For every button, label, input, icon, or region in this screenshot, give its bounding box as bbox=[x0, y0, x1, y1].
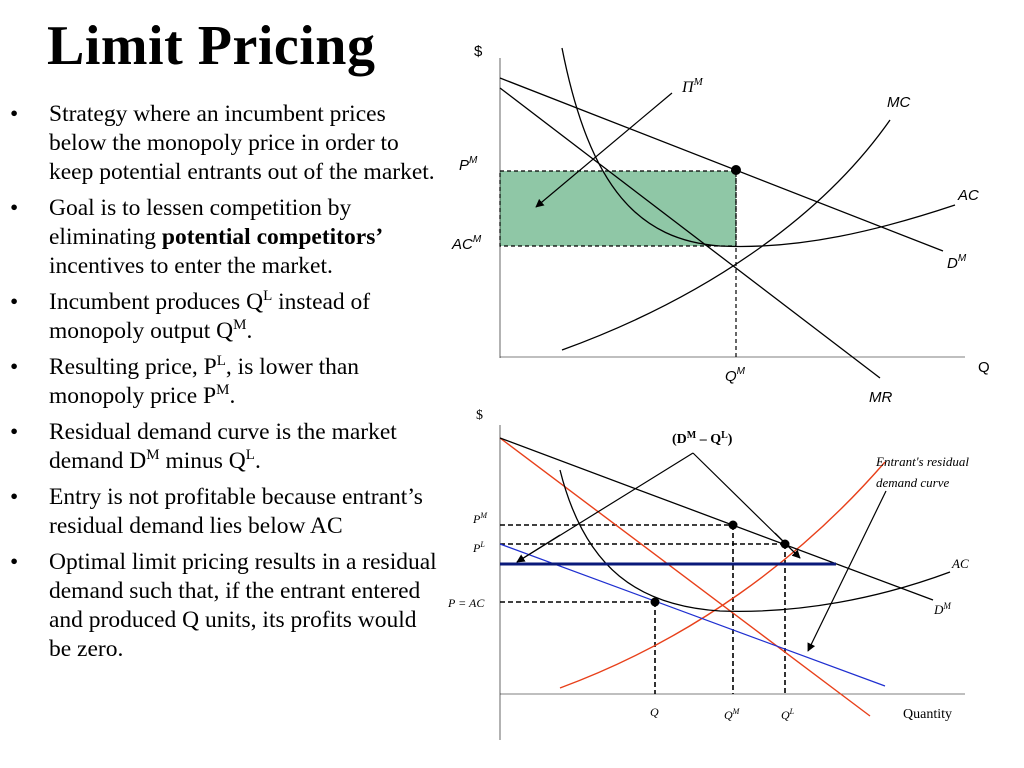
bottom-pm-label: PM bbox=[472, 511, 488, 526]
bottom-ac-curve bbox=[559, 469, 951, 612]
top-mr-curve bbox=[499, 87, 881, 379]
top-demand-curve bbox=[499, 77, 944, 252]
text-run: , is lower than monopoly price P bbox=[49, 354, 360, 409]
top-pm-label: PM bbox=[459, 155, 478, 174]
bullet-text: Optimal limit pricing results in a resid… bbox=[49, 548, 440, 664]
bottom-x-axis-label: Quantity bbox=[903, 707, 952, 722]
monopoly-profit-area bbox=[499, 170, 737, 247]
text-run: . bbox=[229, 383, 236, 409]
text-run: incentives to enter the market. bbox=[49, 253, 333, 279]
top-ac-label: AC bbox=[957, 187, 979, 204]
bullet-item: • Resulting price, PL, is lower than mono… bbox=[10, 353, 440, 411]
bullet-text: Residual demand curve is the market dema… bbox=[49, 418, 440, 476]
profit-label: ΠM bbox=[681, 76, 704, 96]
bottom-graph: $ Quantity (DM – QL) Entrant's residual … bbox=[447, 408, 969, 740]
bullet-item: • Entry is not profitable because entrant… bbox=[10, 483, 440, 541]
top-graph: $ Q ΠM MC AC DM MR PM ACM QM bbox=[451, 43, 990, 406]
bullet-marker: • bbox=[10, 549, 19, 575]
residual-arrow-right bbox=[774, 532, 801, 559]
bottom-demand-curve bbox=[499, 437, 934, 601]
entrant-residual-demand-curve bbox=[499, 543, 886, 687]
top-monopoly-point bbox=[731, 165, 741, 175]
text-run: minus Q bbox=[159, 448, 246, 474]
bullet-text: Goal is to lessen competition by elimina… bbox=[49, 194, 440, 281]
text-run: instead of monopoly output Q bbox=[49, 289, 371, 344]
text-run: Entry is not profitable because entrant’… bbox=[49, 484, 423, 539]
mc-label: MC bbox=[887, 94, 910, 111]
profit-arrow bbox=[535, 92, 673, 208]
mr-label: MR bbox=[869, 389, 892, 406]
bottom-ac-label: AC bbox=[951, 556, 969, 571]
top-demand-label: DM bbox=[947, 253, 967, 272]
top-x-axis-label: Q bbox=[978, 359, 990, 376]
entrant-residual-arrow bbox=[807, 490, 887, 652]
bullet-item: • Goal is to lessen competition by elimin… bbox=[10, 194, 440, 281]
residual-arrow-left bbox=[516, 534, 561, 563]
text-run: . bbox=[246, 318, 253, 344]
bottom-ql-label: QL bbox=[781, 707, 795, 722]
text-run: Optimal limit pricing results in a resid… bbox=[49, 549, 437, 662]
bullet-item: • Incumbent produces QL instead of monopo… bbox=[10, 288, 440, 346]
bullet-marker: • bbox=[10, 419, 19, 445]
bold-text: potential competitors’ bbox=[161, 224, 384, 250]
bottom-y-axis-label: $ bbox=[476, 408, 483, 423]
bottom-q-label: Q bbox=[650, 705, 659, 719]
bullet-marker: • bbox=[10, 354, 19, 380]
top-qm-label: QM bbox=[725, 366, 746, 385]
bullet-item: • Optimal limit pricing results in a resi… bbox=[10, 548, 440, 664]
text-run: Residual demand curve is the market dema… bbox=[49, 419, 397, 474]
top-mc-curve bbox=[561, 119, 891, 351]
bottom-qm-label: QM bbox=[724, 707, 741, 722]
bullet-item: • Residual demand curve is the market dem… bbox=[10, 418, 440, 476]
bottom-mc-curve-orange bbox=[559, 461, 886, 689]
entrant-residual-label-line2: demand curve bbox=[876, 475, 950, 490]
top-y-axis-label: $ bbox=[474, 43, 483, 60]
text-run: Strategy where an incumbent prices below… bbox=[49, 101, 435, 185]
text-run: . bbox=[254, 448, 261, 474]
bottom-pac-label: P = AC bbox=[447, 596, 485, 610]
residual-demand-label: (DM – QL) bbox=[672, 430, 733, 447]
superscript: M bbox=[233, 317, 247, 333]
bottom-mr-curve-orange bbox=[499, 437, 871, 717]
bullet-text: Strategy where an incumbent prices below… bbox=[49, 100, 440, 187]
top-ac-curve bbox=[561, 47, 956, 248]
superscript: M bbox=[146, 447, 160, 463]
bullet-marker: • bbox=[10, 289, 19, 315]
bullet-item: • Strategy where an incumbent prices belo… bbox=[10, 100, 440, 187]
superscript: L bbox=[216, 353, 226, 369]
superscript: M bbox=[216, 382, 230, 398]
bottom-demand-label: DM bbox=[933, 601, 951, 617]
bullet-marker: • bbox=[10, 101, 19, 127]
top-acm-label: ACM bbox=[451, 234, 482, 253]
bullet-text: Resulting price, PL, is lower than monop… bbox=[49, 353, 440, 411]
bullet-text: Incumbent produces QL instead of monopol… bbox=[49, 288, 440, 346]
bottom-monopoly-point bbox=[728, 520, 738, 530]
bullet-marker: • bbox=[10, 195, 19, 221]
superscript: L bbox=[263, 288, 273, 304]
bottom-pl-label: PL bbox=[472, 540, 485, 555]
residual-arrow-lines bbox=[516, 452, 801, 563]
superscript: L bbox=[245, 447, 255, 463]
bottom-zero-profit-point bbox=[650, 597, 660, 607]
bullet-text: Entry is not profitable because entrant’… bbox=[49, 483, 440, 541]
text-run: Resulting price, P bbox=[49, 354, 217, 380]
text-run: Incumbent produces Q bbox=[49, 289, 264, 315]
bullet-marker: • bbox=[10, 484, 19, 510]
text-run: Goal is to lessen competition by elimina… bbox=[49, 195, 352, 250]
entrant-residual-label-line1: Entrant's residual bbox=[875, 454, 969, 469]
bullet-list: • Strategy where an incumbent prices belo… bbox=[10, 100, 440, 671]
slide-title: Limit Pricing bbox=[47, 15, 376, 77]
